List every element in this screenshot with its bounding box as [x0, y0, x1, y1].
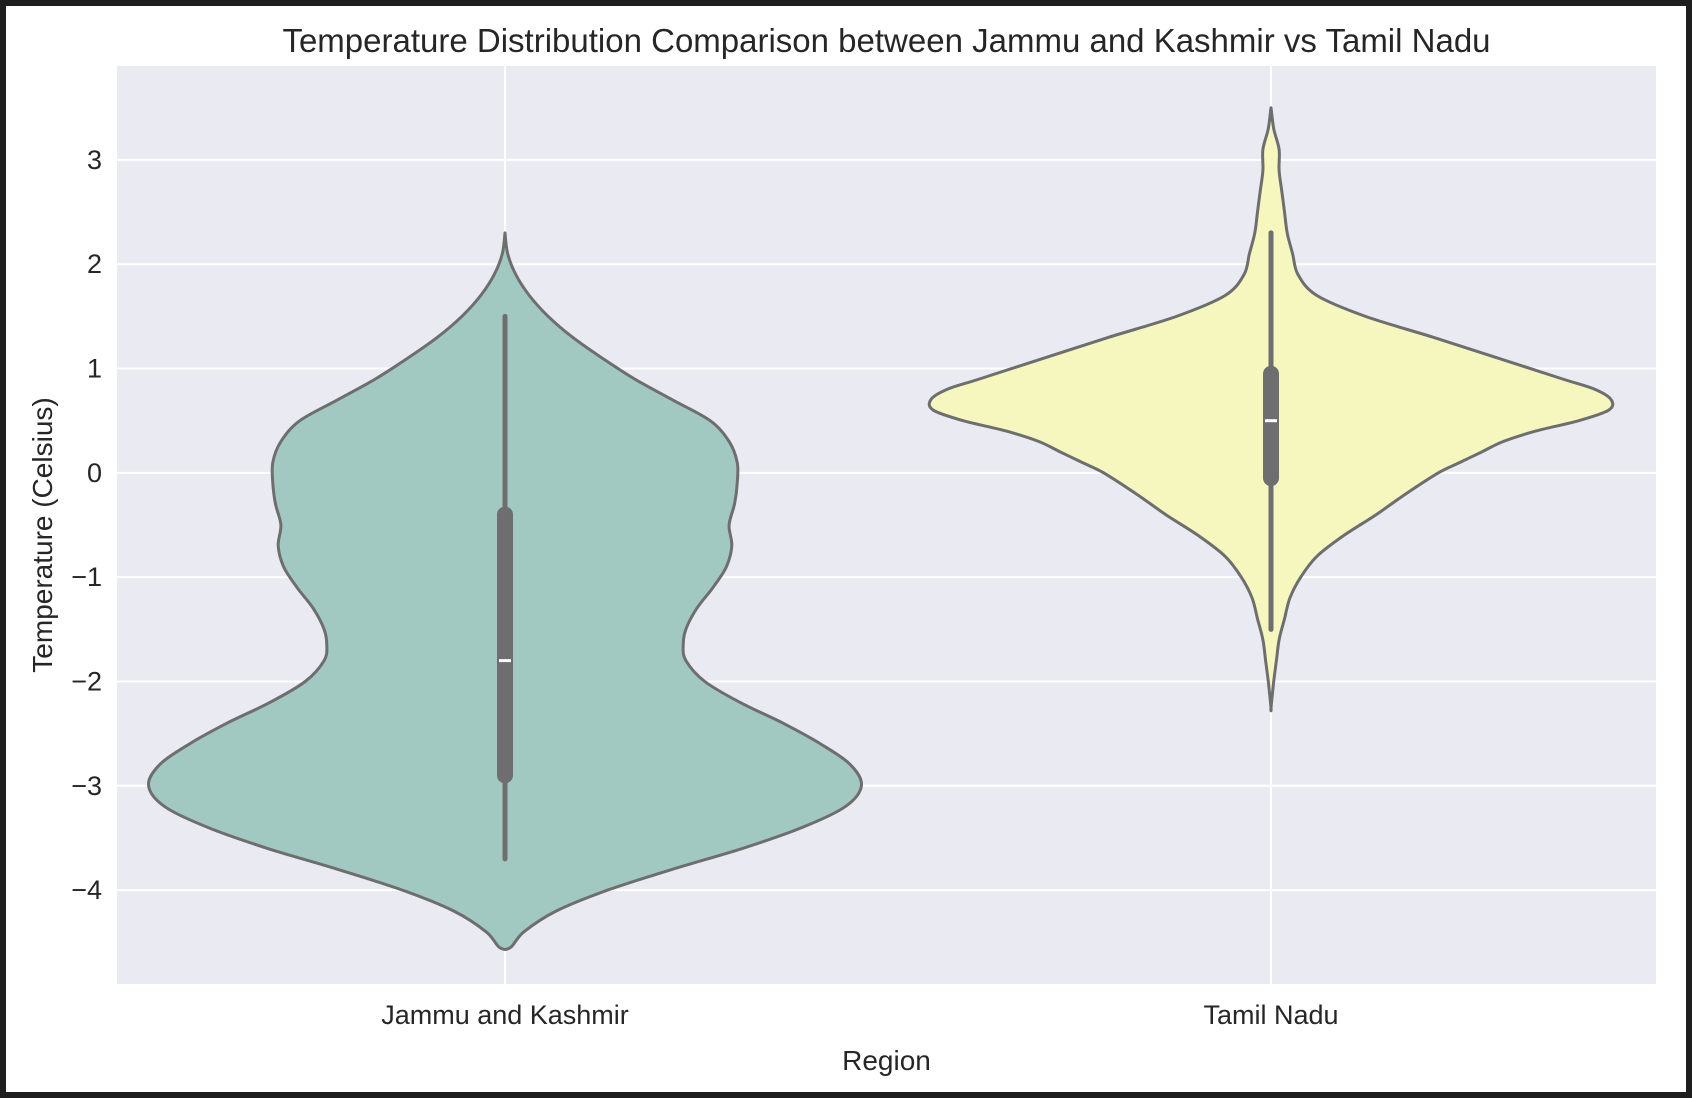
violin [147, 231, 863, 951]
y-tick-label: 1 [87, 354, 102, 384]
violins [147, 106, 1615, 951]
y-tick-label: −2 [71, 666, 102, 696]
x-tick-label: Tamil Nadu [1203, 1000, 1338, 1030]
y-tick-label: −1 [71, 562, 102, 592]
y-tick-label: 0 [87, 458, 102, 488]
x-tick-labels: Jammu and Kashmir Tamil Nadu [381, 1000, 1338, 1030]
chart-title: Temperature Distribution Comparison betw… [282, 22, 1490, 59]
x-tick-label: Jammu and Kashmir [381, 1000, 629, 1030]
figure: 3 2 1 0 −1 −2 −3 −4 Jammu and Kashmir Tamil Nadu… [6, 6, 1686, 1092]
y-tick-labels: 3 2 1 0 −1 −2 −3 −4 [71, 145, 102, 905]
y-tick-label: −3 [71, 771, 102, 801]
y-tick-label: 3 [87, 145, 102, 175]
y-tick-label: −4 [71, 875, 102, 905]
y-tick-label: 2 [87, 249, 102, 279]
violin [927, 106, 1615, 713]
violin-chart: 3 2 1 0 −1 −2 −3 −4 Jammu and Kashmir Tamil Nadu… [27, 22, 1656, 1076]
x-axis-label: Region [842, 1045, 931, 1076]
y-axis-label: Temperature (Celsius) [27, 397, 58, 672]
